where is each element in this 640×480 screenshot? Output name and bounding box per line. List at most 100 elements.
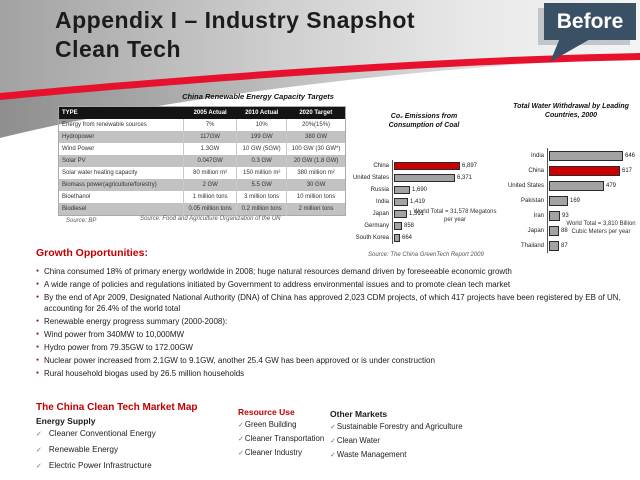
bar-cell: 6,371 xyxy=(392,172,503,184)
before-badge: Before xyxy=(544,3,636,40)
table-cell: Solar PV xyxy=(58,155,184,167)
bar-value: 1,391 xyxy=(409,211,425,217)
bullet-text: Hydro power from 79.35GW to 172.00GW xyxy=(44,343,193,352)
table-row: Wind Power 1.3GW 10 GW (5GW) 100 GW (30 GW*… xyxy=(58,143,346,155)
market-map-section: The China Clean Tech Market Map Energy S… xyxy=(36,398,622,478)
table-cell: 0.3 GW xyxy=(236,155,288,167)
bar-india xyxy=(549,150,623,161)
column-item: ✓ Cleaner Conventional Energy xyxy=(36,429,231,438)
table-row: Solar PV 0.047GW 0.3 GW 20 GW (1.8 GW) xyxy=(58,155,346,167)
table-cell: 5.5 GW xyxy=(236,179,288,191)
bullet-text: Rural household biogas used by 26.5 mill… xyxy=(44,369,245,378)
water-withdrawal-chart: Total Water Withdrawal by Leading Countr… xyxy=(500,102,640,253)
source-greentech: Source: The China GreenTech Report 2009 xyxy=(368,252,484,258)
item-text: Cleaner Conventional Energy xyxy=(48,429,156,438)
bar-row: Iran 93 xyxy=(500,208,640,223)
bar-value: 664 xyxy=(402,235,413,241)
bullet-dot: ● xyxy=(36,268,40,274)
bar-label: South Korea xyxy=(355,235,389,241)
bar-label: Japan xyxy=(527,227,544,234)
bar-cell: 88 xyxy=(547,223,640,238)
bar-label: Pakistan xyxy=(520,197,544,204)
table-cell: 3 million tons xyxy=(236,191,288,203)
table-cell: 100 GW (30 GW*) xyxy=(291,146,341,152)
column-item: ✓ Green Building xyxy=(238,420,330,429)
table-cell: 30 GW xyxy=(306,182,326,188)
table-cell: 2 million tons xyxy=(298,206,334,212)
bar-row: India 646 xyxy=(500,148,640,163)
column-item: ✓ Waste Management xyxy=(330,450,510,459)
bar-row: Japan 1,391 xyxy=(345,208,503,220)
bar-row: United States 6,371 xyxy=(345,172,503,184)
bar-value: 646 xyxy=(625,152,636,159)
bar-row: Germany 858 xyxy=(345,220,503,232)
chart-bars: India 646 China 617 United States 479 Pakistan… xyxy=(500,148,640,253)
bar-united-states xyxy=(549,180,604,191)
item-text: Electric Power Infrastructure xyxy=(48,461,152,470)
page-title-line1: Appendix I – Industry Snapshot xyxy=(55,7,416,33)
bar-cell: 1,690 xyxy=(392,184,503,196)
table-cell: 1.3GW xyxy=(183,143,238,155)
table-cell: 150 million m² xyxy=(236,167,288,179)
bar-china xyxy=(394,162,460,170)
bullet-text: By the end of Apr 2009, Designated Natio… xyxy=(44,293,621,313)
table-cell: 20%(15%) xyxy=(302,122,331,128)
bar-label: Russia xyxy=(370,187,389,193)
bar-japan xyxy=(394,210,407,218)
bar-value: 1,690 xyxy=(412,187,428,193)
bar-cell: 646 xyxy=(547,148,640,163)
bullet-dot: ● xyxy=(36,331,40,337)
table-cell: 7% xyxy=(183,119,238,131)
bullet-item: ● Renewable energy progress summary (2000… xyxy=(36,316,624,327)
bullet-item: ● A wide range of policies and regulation… xyxy=(36,279,624,290)
bar-value: 858 xyxy=(404,223,415,229)
bar-pakistan xyxy=(549,195,568,206)
bar-cell: 479 xyxy=(547,178,640,193)
bar-india xyxy=(394,198,408,206)
chart-title: Total Water Withdrawal by Leading Countr… xyxy=(513,103,629,119)
co2-emissions-chart: Co₂ Emissions from Consumption of Coal C… xyxy=(345,112,503,244)
bullet-dot: ● xyxy=(36,318,40,324)
bullet-item: ● China consumed 18% of primary energy wo… xyxy=(36,266,624,277)
source-fao: Source: Food and Agriculture Organizatio… xyxy=(140,216,281,222)
column-item: ✓ Electric Power Infrastructure xyxy=(36,461,231,470)
red-swoosh xyxy=(0,53,640,100)
table-row: Hydropower 117GW 199 GW 380 GW xyxy=(58,131,346,143)
bar-label: India xyxy=(375,199,389,205)
chart-annotation: World Total = 3,810 Billion Cubic Meters… xyxy=(566,221,636,235)
check-icon: ✓ xyxy=(36,430,42,438)
bar-value: 6,897 xyxy=(462,163,478,169)
bar-row: Russia 1,690 xyxy=(345,184,503,196)
table-row: Energy from renewable sources 7% 10% 20%(15… xyxy=(58,119,346,131)
table-row: Biomass power(agriculture/forestry) 2 GW 5… xyxy=(58,179,346,191)
market-column-resource-use: Resource Use ✓ Green Building ✓ Cleaner Tran… xyxy=(238,407,330,462)
check-icon: ✓ xyxy=(238,435,244,443)
bar-value: 88 xyxy=(561,227,568,234)
check-icon: ✓ xyxy=(238,449,244,457)
table-cell: 2 GW xyxy=(183,179,238,191)
table-cell: 0.047GW xyxy=(183,155,238,167)
bar-south-korea xyxy=(394,234,400,242)
bullet-dot: ● xyxy=(36,357,40,363)
bullet-text: A wide range of policies and regulations… xyxy=(44,280,511,289)
bar-label: Thailand xyxy=(520,242,544,249)
bullet-text: Wind power from 340MW to 10,000MW xyxy=(44,330,185,339)
bar-cell: 6,897 xyxy=(392,160,503,172)
bar-cell: 87 xyxy=(547,238,640,253)
bar-cell: 169 xyxy=(547,193,640,208)
bullet-dot: ● xyxy=(36,344,40,350)
bullet-text: China consumed 18% of primary energy wor… xyxy=(44,267,512,276)
column-item: ✓ Renewable Energy xyxy=(36,445,231,454)
table-header-row: TYPE 2005 Actual 2010 Actual 2020 Target xyxy=(58,106,346,119)
table-cell: Wind Power xyxy=(58,143,184,155)
market-column-energy-supply: Energy Supply ✓ Cleaner Conventional Energ… xyxy=(36,416,231,477)
before-badge-label: Before xyxy=(556,9,624,33)
column-item: ✓ Cleaner Transportation xyxy=(238,434,330,443)
bar-value: 617 xyxy=(622,167,633,174)
growth-bullet-list: ● China consumed 18% of primary energy wo… xyxy=(36,266,624,381)
table-header-cell: 2020 Target xyxy=(286,106,346,119)
bar-japan xyxy=(549,225,559,236)
bar-row: United States 479 xyxy=(500,178,640,193)
bar-russia xyxy=(394,186,410,194)
